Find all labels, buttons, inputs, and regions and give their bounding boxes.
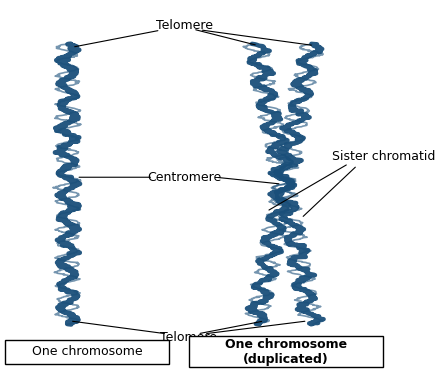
Text: Telomere: Telomere	[156, 18, 213, 32]
Text: Sister chromatid: Sister chromatid	[332, 150, 435, 163]
Text: Telomere: Telomere	[160, 331, 217, 344]
Text: One chromosome: One chromosome	[32, 345, 142, 358]
Text: Centromere: Centromere	[147, 171, 221, 184]
Text: One chromosome
(duplicated): One chromosome (duplicated)	[225, 338, 347, 366]
FancyBboxPatch shape	[189, 336, 383, 367]
FancyBboxPatch shape	[5, 340, 169, 364]
